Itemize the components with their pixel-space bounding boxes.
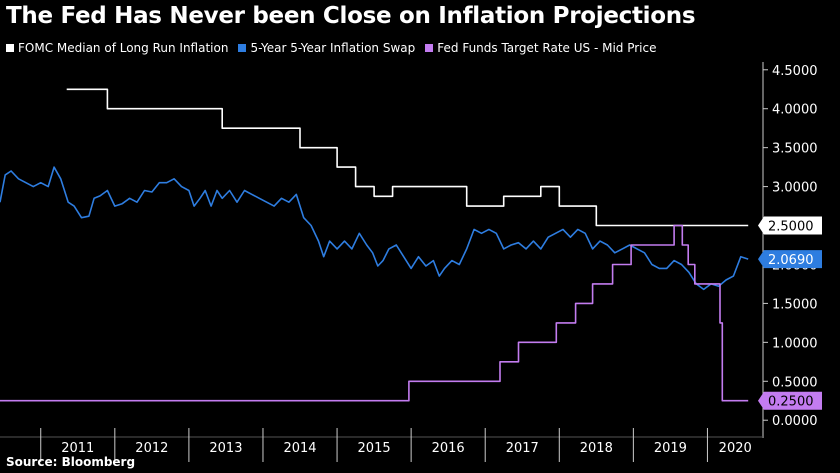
end-label-1: 2.0690 [758, 250, 822, 269]
x-tick-label: 2017 [506, 441, 539, 456]
y-tick-label: 1.0000 [772, 336, 818, 351]
y-tick-label: 3.0000 [772, 181, 818, 196]
series-line-0 [66, 88, 749, 227]
y-tick-label: 4.0000 [772, 103, 818, 118]
legend-item-fedfunds: Fed Funds Target Rate US - Mid Price [425, 41, 657, 55]
x-tick-label: 2012 [135, 441, 168, 456]
x-tick-label: 2020 [719, 441, 752, 456]
y-tick-label: 4.5000 [772, 64, 818, 79]
x-tick-label: 2016 [432, 441, 465, 456]
end-label-text: 2.0690 [768, 253, 814, 268]
source-note: Source: Bloomberg [6, 455, 136, 469]
x-tick-label: 2013 [209, 441, 242, 456]
y-tick-label: 0.5000 [772, 375, 818, 390]
end-label-text: 0.2500 [768, 395, 814, 410]
end-label-2: 0.2500 [758, 391, 822, 410]
end-label-text: 2.5000 [768, 220, 814, 235]
y-tick-label: 1.5000 [772, 297, 818, 312]
legend-item-swap: 5-Year 5-Year Inflation Swap [238, 41, 415, 55]
x-tick-label: 2011 [61, 441, 94, 456]
end-label-0: 2.5000 [758, 216, 822, 235]
legend-label-fedfunds: Fed Funds Target Rate US - Mid Price [437, 41, 657, 55]
end-labels: 2.5000 2.0690 0.2500 [758, 216, 822, 410]
series-lines [0, 88, 749, 402]
chart-title: The Fed Has Never been Close on Inflatio… [6, 3, 696, 29]
end-label-badge [758, 216, 822, 235]
series-line-2 [0, 224, 749, 402]
end-label-badge [758, 250, 822, 269]
legend-swatch-swap [238, 44, 247, 52]
y-tick-label: 0.0000 [772, 414, 818, 429]
series-line-1 [0, 166, 749, 291]
legend: FOMC Median of Long Run Inflation 5-Year… [6, 41, 657, 55]
x-tick-label: 2014 [283, 441, 316, 456]
x-tick-label: 2019 [654, 441, 687, 456]
x-tick-label: 2018 [580, 441, 613, 456]
y-tick-label: 3.5000 [772, 142, 818, 157]
axes: 4.50004.00003.50003.00002.50002.00001.50… [0, 62, 818, 462]
x-tick-label: 2015 [358, 441, 391, 456]
legend-swatch-fomc [6, 44, 14, 52]
legend-swatch-fedfunds [425, 44, 434, 52]
end-label-badge [758, 391, 822, 410]
legend-label-fomc: FOMC Median of Long Run Inflation [18, 41, 229, 55]
legend-item-fomc: FOMC Median of Long Run Inflation [6, 41, 228, 55]
legend-label-swap: 5-Year 5-Year Inflation Swap [250, 41, 416, 55]
